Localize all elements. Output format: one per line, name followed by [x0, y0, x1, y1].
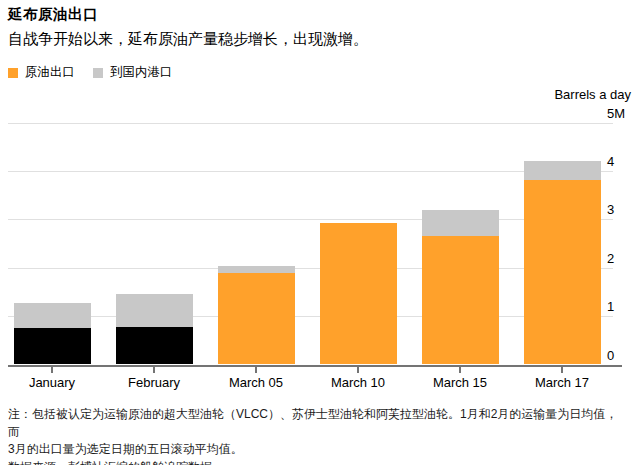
y-tick-label-5M: 5M [607, 106, 625, 121]
x-tick-february [153, 367, 155, 373]
y-tick-label-2: 2 [607, 251, 614, 266]
x-label-february: February [99, 375, 209, 390]
bar-march-17-domestic-segment [524, 161, 601, 180]
y-tick-label-1: 1 [607, 299, 614, 314]
x-label-march-05: March 05 [201, 375, 311, 390]
bar-march-17-exports-segment [524, 180, 601, 364]
x-label-january: January [0, 375, 107, 390]
x-label-march-15: March 15 [405, 375, 515, 390]
source-line: 数据来源：彭博社汇编的船舶追踪数据 [8, 459, 628, 465]
x-label-march-10: March 10 [303, 375, 413, 390]
x-tick-march-10 [357, 367, 359, 373]
y-tick-label-4: 4 [607, 154, 614, 169]
bar-march-05-domestic-segment [218, 266, 295, 273]
gridline-1 [8, 316, 613, 317]
y-tick-label-0: 0 [607, 348, 614, 363]
bar-january-exports-segment [14, 328, 91, 364]
bar-march-05-exports-segment [218, 273, 295, 364]
bar-january-domestic-segment [14, 303, 91, 328]
gridline-4 [8, 171, 613, 172]
gridline-3 [8, 219, 613, 220]
footnote: 注：包括被认定为运输原油的超大型油轮（VLCC）、苏伊士型油轮和阿芙拉型油轮。1… [8, 406, 628, 465]
x-tick-march-15 [459, 367, 461, 373]
footnote-line-2: 3月的出口量为选定日期的五日滚动平均值。 [8, 441, 628, 459]
y-tick-label-3: 3 [607, 202, 614, 217]
x-tick-january [51, 367, 53, 373]
chart-page: 延布原油出口 自战争开始以来，延布原油产量稳步增长，出现激增。 原油出口 到国内… [0, 0, 635, 465]
bar-march-15-exports-segment [422, 236, 499, 365]
x-tick-march-17 [561, 367, 563, 373]
bar-chart: 012345MJanuaryFebruaryMarch 05March 10Ma… [0, 0, 635, 465]
gridline-2 [8, 268, 613, 269]
bar-march-15-domestic-segment [422, 210, 499, 236]
bar-february-domestic-segment [116, 294, 193, 326]
gridline-5 [8, 123, 613, 124]
footnote-line-1: 注：包括被认定为运输原油的超大型油轮（VLCC）、苏伊士型油轮和阿芙拉型油轮。1… [8, 406, 628, 441]
bar-march-10-exports-segment [320, 223, 397, 364]
x-axis-line [8, 365, 622, 367]
bar-february-exports-segment [116, 327, 193, 365]
x-label-march-17: March 17 [507, 375, 617, 390]
x-tick-march-05 [255, 367, 257, 373]
